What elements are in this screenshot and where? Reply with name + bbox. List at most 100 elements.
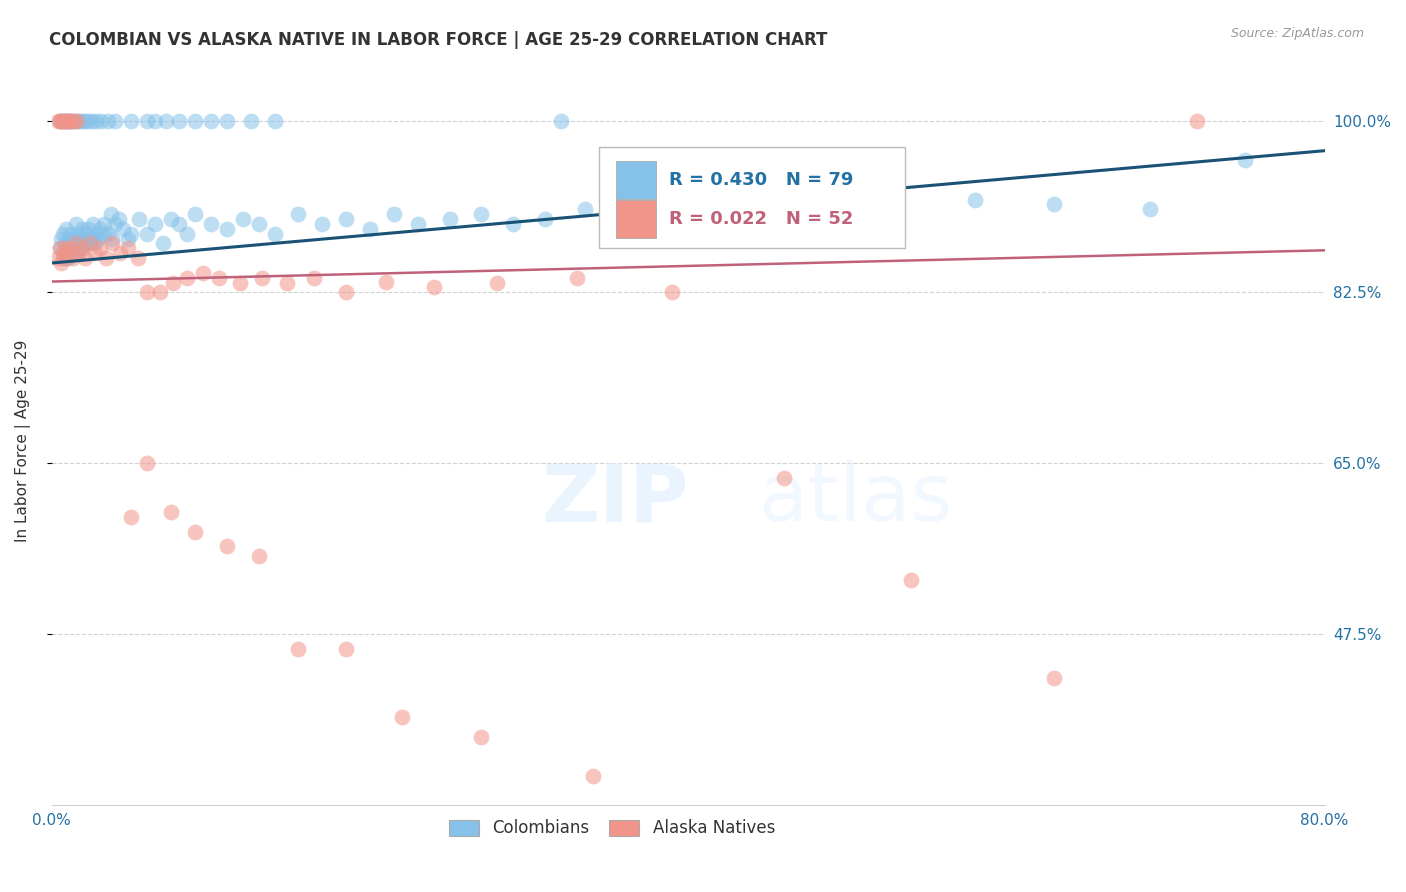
Point [75, 114, 97, 128]
Text: atlas: atlas [758, 460, 953, 539]
Point [765, 207, 787, 221]
Point [191, 266, 214, 280]
Point [90, 114, 112, 128]
Point [100, 207, 122, 221]
Point [565, 270, 588, 285]
Point [1187, 114, 1209, 128]
Point [66, 246, 89, 260]
Point [52, 114, 75, 128]
Point [228, 276, 250, 290]
Point [311, 217, 333, 231]
Y-axis label: In Labor Force | Age 25-29: In Labor Force | Age 25-29 [15, 340, 31, 542]
Point [80, 114, 103, 128]
Point [534, 212, 557, 227]
Point [143, 114, 166, 128]
Point [89, 222, 111, 236]
Point [160, 505, 183, 519]
Point [101, 236, 124, 251]
Point [136, 227, 159, 241]
Point [250, 270, 273, 285]
Point [470, 207, 492, 221]
Point [69, 241, 91, 255]
Point [184, 524, 207, 539]
Point [335, 641, 357, 656]
Point [155, 114, 177, 128]
Point [49, 241, 72, 255]
Point [56, 114, 79, 128]
Point [62, 236, 84, 251]
Point [136, 456, 159, 470]
Point [59, 114, 82, 128]
Point [66, 114, 89, 128]
Point [661, 212, 683, 227]
Point [176, 227, 198, 241]
Point [287, 207, 309, 221]
Point [58, 114, 80, 128]
Point [120, 114, 142, 128]
Point [53, 236, 76, 251]
FancyBboxPatch shape [616, 200, 657, 237]
Point [963, 193, 986, 207]
Point [63, 241, 86, 255]
Point [136, 114, 159, 128]
Point [276, 276, 298, 290]
Point [55, 114, 77, 128]
Point [128, 212, 150, 227]
Point [53, 114, 76, 128]
Text: R = 0.430   N = 79: R = 0.430 N = 79 [669, 171, 853, 189]
Point [70, 114, 93, 128]
Point [65, 236, 87, 251]
Point [406, 217, 429, 231]
Point [574, 202, 596, 217]
Point [51, 114, 73, 128]
Point [83, 236, 105, 251]
Point [59, 241, 82, 255]
Point [382, 207, 405, 221]
Point [59, 114, 82, 128]
Text: Source: ZipAtlas.com: Source: ZipAtlas.com [1230, 27, 1364, 40]
Point [184, 114, 207, 128]
Point [184, 207, 207, 221]
FancyBboxPatch shape [616, 161, 657, 199]
Point [67, 236, 90, 251]
Legend: Colombians, Alaska Natives: Colombians, Alaska Natives [441, 813, 782, 844]
Point [53, 241, 76, 255]
Point [117, 241, 139, 255]
Point [263, 114, 285, 128]
Point [67, 114, 90, 128]
Point [63, 231, 86, 245]
Point [62, 114, 84, 128]
Point [661, 285, 683, 300]
Point [287, 641, 309, 656]
Point [63, 114, 86, 128]
Point [439, 212, 461, 227]
Point [49, 114, 72, 128]
Point [160, 212, 183, 227]
Point [58, 114, 80, 128]
Point [53, 246, 76, 260]
Point [167, 114, 190, 128]
Point [67, 246, 90, 260]
Point [120, 509, 142, 524]
Point [70, 222, 93, 236]
Point [120, 227, 142, 241]
Point [82, 217, 104, 231]
Point [200, 114, 222, 128]
Point [77, 222, 100, 236]
Point [304, 270, 326, 285]
Point [112, 222, 135, 236]
Text: R = 0.022   N = 52: R = 0.022 N = 52 [669, 210, 853, 227]
Point [127, 251, 149, 265]
Point [76, 236, 98, 251]
Point [820, 197, 842, 211]
Point [59, 241, 82, 255]
Point [49, 241, 72, 255]
Point [104, 114, 127, 128]
Point [215, 222, 238, 236]
Point [51, 231, 73, 245]
Point [215, 114, 238, 128]
Point [502, 217, 524, 231]
Point [79, 236, 101, 251]
Point [96, 227, 118, 241]
Point [335, 212, 357, 227]
